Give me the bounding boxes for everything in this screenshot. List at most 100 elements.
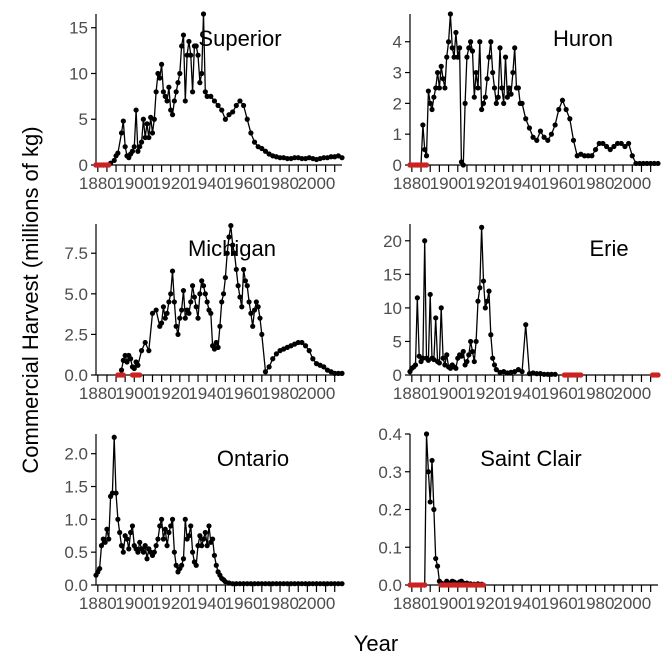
zero-point [106, 162, 112, 168]
y-tick-label: 15 [383, 265, 402, 284]
data-point [140, 549, 146, 555]
data-point [200, 536, 207, 542]
data-point [277, 155, 283, 161]
data-point [153, 307, 159, 313]
x-tick-label: 1880 [393, 384, 431, 403]
data-point [473, 69, 479, 76]
x-tick-label: 1980 [577, 384, 615, 403]
data-point [248, 310, 254, 316]
panel-michigan: 0.0 2.5 5.0 7.5 1880190019201940196019802000… [64, 223, 345, 403]
data-point [242, 278, 249, 284]
data-point [449, 45, 455, 51]
data-point [603, 143, 610, 150]
data-point [250, 323, 256, 329]
data-point [313, 581, 320, 587]
data-point [541, 134, 547, 140]
data-point [186, 533, 192, 539]
data-point [468, 39, 474, 45]
data-point [548, 131, 555, 137]
data-point [433, 85, 439, 91]
data-point [228, 223, 234, 229]
x-tick-label: 1880 [79, 174, 117, 193]
data-point [460, 348, 466, 355]
data-point [231, 250, 238, 256]
data-point [321, 155, 327, 161]
data-point [519, 100, 525, 106]
x-tick-label: 1960 [540, 594, 578, 613]
data-point [479, 224, 485, 230]
data-point [600, 140, 606, 147]
y-tick-label: 0 [393, 366, 402, 385]
data-point [559, 97, 566, 103]
data-point [585, 153, 591, 159]
data-point [166, 529, 172, 536]
data-point [140, 116, 146, 122]
data-point [640, 160, 646, 167]
data-point [451, 54, 457, 60]
y-tick-label: 2 [393, 94, 402, 113]
x-tick-label: 1940 [188, 594, 226, 613]
x-tick-label: 1900 [115, 174, 153, 193]
data-point [425, 88, 431, 94]
data-point [208, 93, 214, 99]
data-point [259, 331, 265, 338]
y-tick-label: 0.3 [378, 463, 402, 482]
data-point [270, 356, 276, 362]
data-point [159, 516, 165, 522]
data-point [118, 543, 125, 549]
x-tick-label: 1960 [540, 384, 578, 403]
data-point [438, 305, 444, 311]
y-tick-label: 0 [393, 156, 402, 175]
data-point [420, 122, 426, 128]
data-point [251, 307, 258, 313]
data-point [169, 112, 176, 118]
data-point [129, 523, 136, 529]
x-tick-label: 1880 [79, 384, 117, 403]
data-point [160, 304, 167, 310]
x-tick-label: 1960 [225, 384, 263, 403]
data-point [302, 581, 309, 587]
y-tick-label: 0.0 [64, 366, 88, 385]
data-point [255, 581, 261, 587]
data-point [422, 238, 428, 244]
data-point [160, 89, 167, 95]
data-point [545, 371, 551, 377]
data-point [471, 94, 477, 100]
data-point [339, 581, 345, 587]
x-tick-label: 1900 [115, 594, 153, 613]
x-tick-label: 1980 [261, 594, 299, 613]
x-tick-label: 1960 [540, 174, 578, 193]
data-point [164, 310, 170, 316]
data-point [438, 63, 444, 69]
data-point [177, 70, 183, 77]
data-point [164, 543, 170, 549]
data-point [262, 148, 269, 154]
panel-saint-clair: 0.0 0.1 0.2 0.3 0.4 1880190019201940196019802… [378, 425, 658, 613]
data-point [458, 353, 465, 359]
data-point [455, 54, 461, 60]
data-point [135, 549, 141, 555]
x-tick-label: 1940 [503, 174, 541, 193]
data-point [436, 85, 442, 91]
data-point [321, 581, 327, 587]
data-point [618, 140, 624, 147]
data-point [179, 307, 185, 313]
data-point [335, 370, 341, 376]
data-point [611, 143, 617, 150]
x-tick-label: 1880 [79, 594, 117, 613]
data-point [135, 148, 141, 154]
x-tick-label: 1920 [466, 384, 504, 403]
data-point [567, 116, 573, 122]
data-point [237, 581, 243, 587]
data-point [169, 516, 176, 522]
data-point [475, 85, 481, 91]
data-point [497, 45, 503, 51]
data-point [440, 355, 446, 361]
data-point [292, 155, 298, 161]
x-tick-label: 1960 [225, 594, 263, 613]
data-point [482, 305, 488, 311]
data-point [445, 39, 452, 45]
data-point [453, 365, 459, 371]
data-point [142, 339, 148, 346]
data-point [135, 362, 141, 368]
